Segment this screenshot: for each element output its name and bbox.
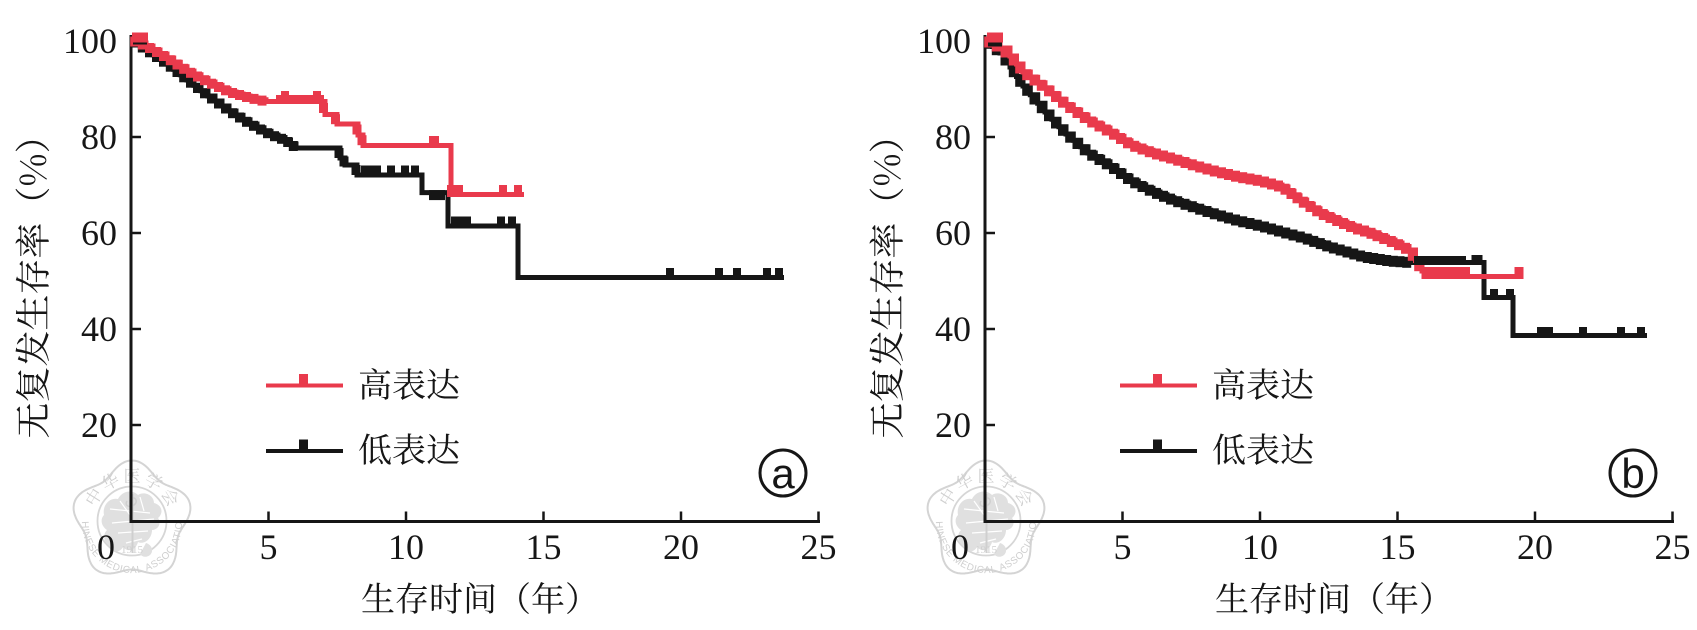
svg-text:20: 20 (1517, 527, 1553, 567)
svg-text:80: 80 (935, 117, 971, 157)
svg-text:20: 20 (81, 405, 117, 445)
svg-text:60: 60 (81, 213, 117, 253)
svg-text:a: a (771, 450, 795, 497)
svg-text:10: 10 (388, 527, 424, 567)
svg-text:15: 15 (1380, 527, 1416, 567)
svg-text:b: b (1621, 450, 1644, 497)
svg-text:40: 40 (81, 309, 117, 349)
svg-text:15: 15 (526, 527, 562, 567)
svg-text:10: 10 (1242, 527, 1278, 567)
svg-text:25: 25 (801, 527, 837, 567)
svg-text:25: 25 (1655, 527, 1691, 567)
svg-text:20: 20 (663, 527, 699, 567)
svg-text:1915: 1915 (975, 544, 998, 556)
svg-text:100: 100 (63, 21, 117, 61)
svg-text:0: 0 (97, 527, 115, 567)
svg-text:80: 80 (81, 117, 117, 157)
svg-text:20: 20 (935, 405, 971, 445)
svg-text:5: 5 (1114, 527, 1132, 567)
svg-text:1915: 1915 (121, 544, 144, 556)
svg-text:40: 40 (935, 309, 971, 349)
svg-text:5: 5 (260, 527, 278, 567)
svg-text:0: 0 (951, 527, 969, 567)
svg-text:100: 100 (917, 21, 971, 61)
svg-text:60: 60 (935, 213, 971, 253)
